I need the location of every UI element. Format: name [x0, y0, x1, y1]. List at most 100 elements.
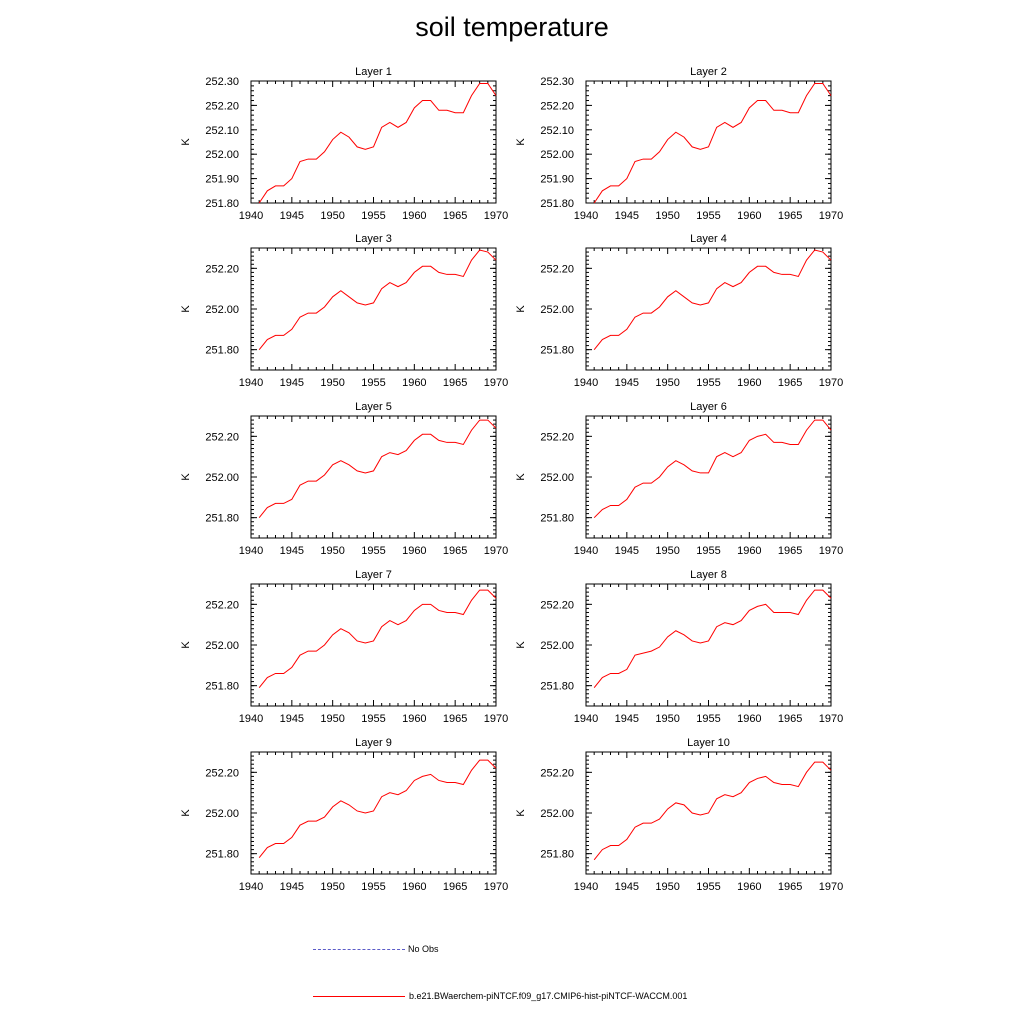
y-axis-label: K [515, 809, 527, 817]
y-tick-label: 251.80 [205, 198, 239, 210]
y-tick-label: 252.00 [205, 640, 239, 652]
x-tick-label: 1955 [361, 881, 385, 893]
y-tick-label: 252.00 [205, 149, 239, 161]
x-tick-label: 1970 [819, 210, 843, 222]
y-tick-label: 252.10 [540, 125, 574, 137]
series-line [593, 249, 832, 350]
plot-frame [585, 247, 832, 371]
y-tick-label: 251.80 [205, 513, 239, 525]
series-line [258, 82, 497, 204]
x-tick-label: 1945 [615, 377, 639, 389]
x-tick-label: 1950 [320, 545, 344, 557]
x-tick-label: 1960 [402, 713, 426, 725]
x-tick-label: 1965 [778, 377, 802, 389]
panel-title: Layer 9 [355, 737, 392, 749]
x-tick-label: 1945 [280, 713, 304, 725]
x-tick-label: 1940 [574, 713, 598, 725]
y-tick-label: 252.00 [540, 640, 574, 652]
plot-frame [585, 583, 832, 707]
x-tick-label: 1950 [320, 713, 344, 725]
x-tick-label: 1970 [484, 713, 508, 725]
x-tick-label: 1955 [696, 713, 720, 725]
y-axis-label: K [515, 641, 527, 649]
x-tick-label: 1945 [615, 545, 639, 557]
x-tick-label: 1955 [696, 210, 720, 222]
panel-3: Layer 3 K 1940 1945 1950 1955 1960 1965 1970 251.… [180, 233, 508, 389]
x-tick-label: 1960 [402, 377, 426, 389]
x-tick-label: 1950 [655, 210, 679, 222]
x-tick-label: 1965 [778, 713, 802, 725]
y-tick-label: 252.30 [205, 76, 239, 88]
x-tick-label: 1965 [778, 545, 802, 557]
x-tick-label: 1940 [239, 713, 263, 725]
panel-8: Layer 8 K 1940 1945 1950 1955 1960 1965 1970 251.… [515, 569, 843, 725]
y-tick-label: 252.20 [540, 263, 574, 275]
plot-frame [585, 80, 832, 204]
y-tick-label: 251.80 [540, 345, 574, 357]
x-tick-label: 1955 [696, 881, 720, 893]
x-tick-label: 1970 [484, 881, 508, 893]
y-tick-label: 251.90 [540, 174, 574, 186]
x-tick-label: 1950 [320, 377, 344, 389]
y-tick-label: 251.80 [205, 345, 239, 357]
y-axis-label: K [515, 473, 527, 481]
x-tick-label: 1950 [320, 210, 344, 222]
x-tick-label: 1970 [484, 210, 508, 222]
y-axis-label: K [515, 138, 527, 146]
x-tick-label: 1960 [402, 545, 426, 557]
x-tick-label: 1960 [737, 713, 761, 725]
x-tick-label: 1960 [402, 210, 426, 222]
panel-title: Layer 7 [355, 569, 392, 581]
y-tick-label: 252.30 [540, 76, 574, 88]
x-tick-label: 1955 [361, 545, 385, 557]
y-tick-label: 251.80 [540, 681, 574, 693]
y-tick-label: 251.80 [540, 198, 574, 210]
panel-10: Layer 10 K 1940 1945 1950 1955 1960 1965 1970 251… [515, 737, 843, 893]
x-tick-label: 1955 [696, 545, 720, 557]
y-tick-label: 251.80 [540, 849, 574, 861]
x-tick-label: 1960 [737, 881, 761, 893]
panel-title: Layer 1 [355, 66, 392, 78]
panel-9: Layer 9 K 1940 1945 1950 1955 1960 1965 1970 251.… [180, 737, 508, 893]
x-tick-label: 1945 [280, 210, 304, 222]
x-tick-label: 1955 [361, 377, 385, 389]
x-tick-label: 1960 [737, 377, 761, 389]
y-tick-label: 252.00 [205, 472, 239, 484]
y-tick-label: 252.20 [205, 263, 239, 275]
y-tick-label: 252.00 [540, 808, 574, 820]
panel-title: Layer 10 [687, 737, 730, 749]
x-tick-label: 1965 [443, 713, 467, 725]
x-tick-label: 1970 [819, 881, 843, 893]
y-tick-label: 252.00 [205, 304, 239, 316]
y-tick-label: 252.20 [540, 100, 574, 112]
x-tick-label: 1970 [819, 545, 843, 557]
x-tick-label: 1940 [239, 881, 263, 893]
x-tick-label: 1960 [737, 545, 761, 557]
y-tick-label: 251.80 [205, 681, 239, 693]
x-tick-label: 1970 [484, 545, 508, 557]
y-tick-label: 252.20 [205, 767, 239, 779]
x-tick-label: 1970 [484, 377, 508, 389]
series-line [258, 249, 497, 350]
y-tick-label: 252.00 [540, 149, 574, 161]
plot-frame [585, 415, 832, 539]
y-axis-label: K [515, 305, 527, 313]
x-tick-label: 1940 [574, 545, 598, 557]
y-tick-label: 252.20 [540, 431, 574, 443]
y-tick-label: 251.80 [205, 849, 239, 861]
y-tick-label: 251.90 [205, 174, 239, 186]
y-tick-label: 252.20 [205, 100, 239, 112]
y-tick-label: 252.10 [205, 125, 239, 137]
x-tick-label: 1965 [443, 881, 467, 893]
x-tick-label: 1965 [443, 377, 467, 389]
y-tick-label: 252.00 [540, 304, 574, 316]
y-tick-label: 252.00 [540, 472, 574, 484]
x-tick-label: 1955 [696, 377, 720, 389]
x-tick-label: 1940 [239, 545, 263, 557]
panel-title: Layer 3 [355, 233, 392, 245]
x-tick-label: 1940 [239, 210, 263, 222]
plot-frame [250, 583, 497, 707]
plot-frame [250, 247, 497, 371]
x-tick-label: 1945 [615, 713, 639, 725]
y-tick-label: 252.20 [540, 767, 574, 779]
